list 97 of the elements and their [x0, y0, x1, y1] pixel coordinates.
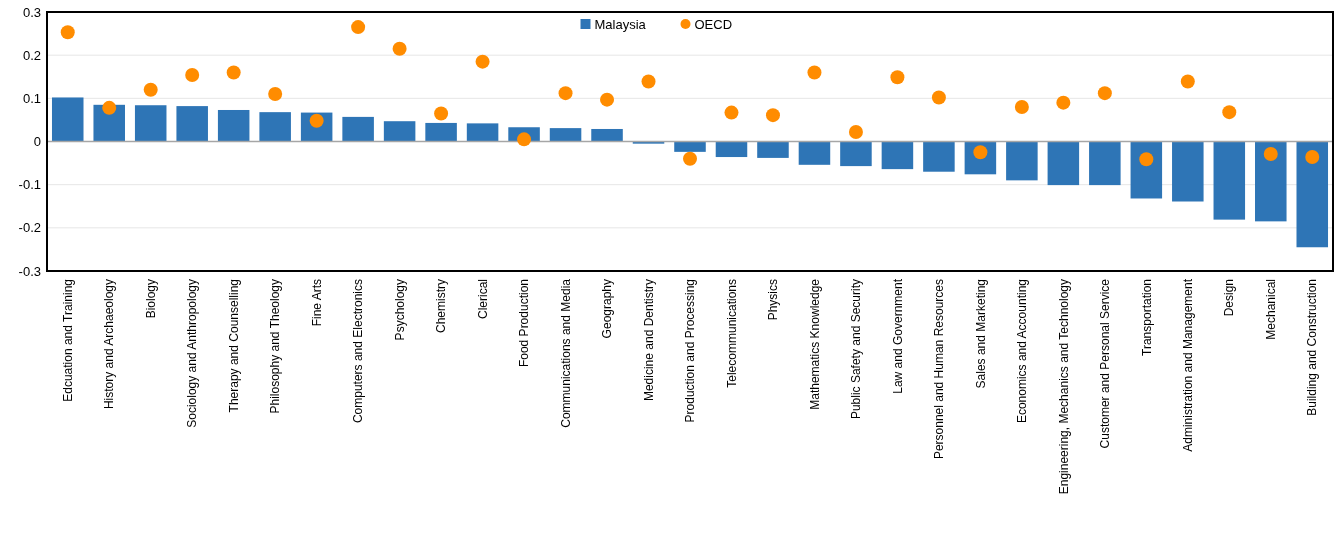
point — [60, 25, 75, 40]
point — [185, 68, 200, 83]
y-tick-label: 0 — [33, 134, 41, 150]
point — [1180, 74, 1195, 89]
y-tick-label: -0.1 — [18, 177, 41, 193]
x-tick-label: Clerical — [475, 279, 490, 320]
x-tick-label: Sales and Marketing — [973, 279, 988, 389]
x-tick-label: Customer and Personal Service — [1098, 278, 1113, 449]
x-tick-label: Chemistry — [434, 279, 449, 334]
point — [434, 106, 449, 121]
x-tick-label: Medicine and Dentistry — [641, 279, 656, 402]
x-tick-label: Computers and Electronics — [351, 279, 366, 424]
x-tick-label: Public Safety and Security — [849, 279, 864, 420]
bar — [425, 122, 457, 142]
bar — [881, 141, 914, 170]
bar — [1213, 141, 1246, 220]
x-tick-label: Physics — [766, 279, 781, 321]
bar — [1255, 141, 1287, 222]
x-tick-label: Transportation — [1139, 279, 1154, 356]
bar — [134, 105, 167, 142]
bar — [715, 141, 748, 158]
point — [683, 151, 697, 166]
bar — [798, 141, 831, 165]
x-tick-label: Building and Construction — [1305, 279, 1320, 416]
legend-label: OECD — [694, 16, 733, 32]
bar — [1172, 141, 1204, 202]
x-tick-label: Administration and Management — [1181, 278, 1196, 452]
point — [724, 105, 739, 120]
point — [517, 132, 532, 147]
bar — [466, 123, 499, 142]
bar — [632, 141, 665, 144]
bar — [1089, 141, 1121, 186]
point — [848, 125, 863, 139]
x-tick-label: Fine Arts — [309, 279, 324, 327]
point — [226, 65, 241, 80]
point — [641, 74, 656, 89]
point — [1222, 105, 1237, 120]
legend-label: Malaysia — [594, 16, 647, 32]
y-tick-label: 0.2 — [22, 47, 41, 63]
x-tick-label: Telecommunications — [724, 279, 739, 388]
point — [475, 54, 490, 69]
x-tick-label: Mechanical — [1263, 279, 1278, 340]
bar — [1296, 141, 1329, 248]
bar — [840, 141, 872, 167]
point — [1056, 95, 1071, 110]
x-tick-label: Geography — [600, 279, 615, 339]
point — [1097, 86, 1112, 101]
x-tick-label: Philosophy and Theology — [268, 279, 283, 414]
point — [1305, 150, 1320, 165]
point — [931, 90, 946, 105]
point — [268, 87, 283, 102]
x-tick-label: Therapy and Counselling — [226, 279, 241, 413]
bar — [591, 128, 623, 142]
bar — [674, 141, 706, 152]
y-tick-label: 0.3 — [22, 4, 41, 20]
x-tick-label: Law and Government — [890, 278, 905, 394]
bar — [51, 97, 84, 142]
x-tick-label: Mathematics Knowledge — [807, 278, 822, 410]
bar — [217, 109, 250, 142]
x-tick-label: Biology — [143, 279, 158, 319]
x-tick-label: Food Production — [517, 279, 532, 368]
bar — [93, 104, 125, 142]
point — [1014, 99, 1029, 114]
point — [558, 86, 573, 101]
y-tick-label: 0.1 — [22, 90, 41, 106]
point — [765, 108, 780, 123]
bar — [1047, 141, 1080, 186]
x-tick-label: Sociology and Anthropology — [185, 279, 200, 428]
x-tick-label: Engineering, Mechanics and Technology — [1056, 279, 1071, 495]
point — [143, 82, 158, 97]
bar — [549, 128, 582, 142]
bar — [176, 106, 208, 142]
y-tick-label: -0.3 — [18, 263, 41, 279]
x-tick-label: Design — [1222, 279, 1237, 317]
x-tick-label: Personnel and Human Resources — [932, 279, 947, 460]
bar — [923, 141, 955, 172]
point — [600, 92, 615, 107]
bar — [757, 141, 789, 158]
bar — [342, 116, 374, 142]
bar — [259, 112, 291, 142]
x-tick-label: Edcuation and Training — [60, 279, 75, 402]
y-tick-label: -0.2 — [18, 220, 41, 236]
bar — [1006, 141, 1038, 181]
point — [1263, 147, 1278, 162]
bar — [383, 121, 416, 142]
point — [102, 100, 117, 115]
x-tick-label: Psychology — [392, 279, 407, 341]
x-tick-label: Economics and Accounting — [1015, 279, 1030, 424]
point — [1139, 152, 1154, 167]
x-tick-label: Production and Processing — [683, 279, 698, 423]
point — [392, 41, 407, 56]
x-tick-label: Communications and Media — [558, 278, 573, 428]
point — [807, 65, 822, 80]
point — [890, 70, 905, 85]
bar — [1130, 141, 1163, 199]
x-tick-label: History and Archaeology — [102, 279, 117, 410]
point — [351, 20, 366, 35]
